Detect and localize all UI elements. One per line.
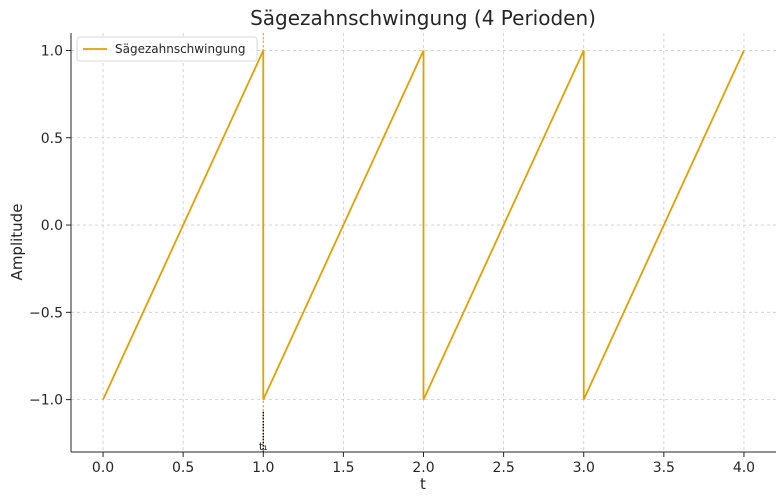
x-tick-label: 2.0 xyxy=(412,460,434,476)
y-tick-label: −0.5 xyxy=(29,305,63,321)
x-tick-label: 1.5 xyxy=(332,460,354,476)
x-tick-label: 3.0 xyxy=(573,460,595,476)
annotation-layer: t₁ xyxy=(259,33,268,453)
x-ticks: 0.0 0.5 1.0 1.5 2.0 2.5 3.0 3.5 4.0 xyxy=(92,452,755,476)
legend-label: Sägezahnschwingung xyxy=(115,42,246,56)
annotation-label: t₁ xyxy=(259,440,268,453)
series-line xyxy=(102,50,745,401)
legend: Sägezahnschwingung xyxy=(76,36,258,62)
x-tick-label: 3.5 xyxy=(653,460,675,476)
y-tick-label: −1.0 xyxy=(29,393,63,409)
y-tick-label: 1.0 xyxy=(41,43,63,59)
x-axis-label: t xyxy=(420,475,426,493)
y-tick-label: 0.5 xyxy=(41,131,63,147)
y-tick-label: 0.0 xyxy=(41,218,63,234)
series-layer xyxy=(102,50,745,401)
x-tick-label: 0.5 xyxy=(172,460,194,476)
x-tick-label: 2.5 xyxy=(492,460,514,476)
legend-frame xyxy=(76,36,258,62)
x-tick-label: 1.0 xyxy=(252,460,274,476)
chart-title: Sägezahnschwingung (4 Perioden) xyxy=(250,6,596,30)
y-axis-label: Amplitude xyxy=(8,204,26,281)
x-tick-label: 4.0 xyxy=(733,460,755,476)
y-ticks: −1.0 −0.5 0.0 0.5 1.0 xyxy=(29,43,71,409)
x-tick-label: 0.0 xyxy=(92,460,114,476)
